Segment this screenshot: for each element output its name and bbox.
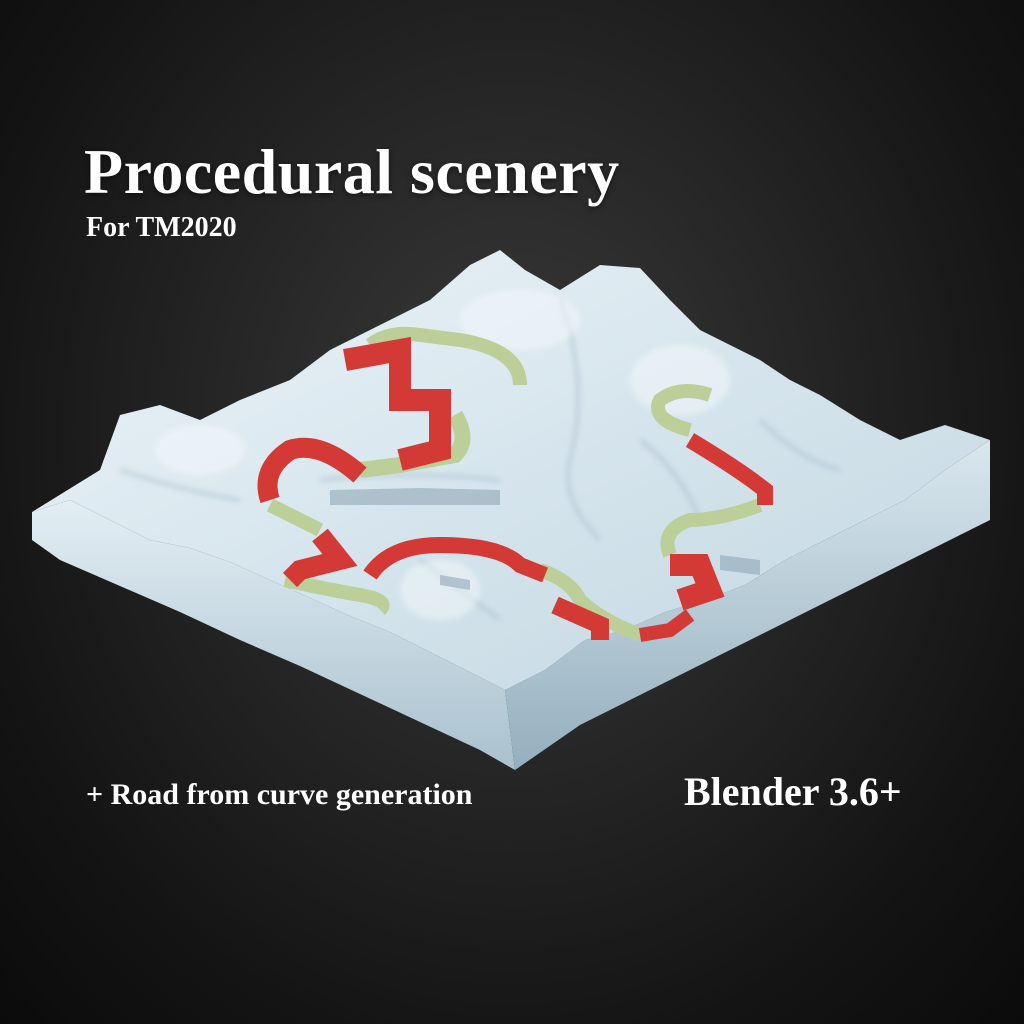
terrain-top	[32, 250, 990, 690]
feature-text: + Road from curve generation	[86, 778, 473, 811]
cliff-edges	[330, 488, 760, 590]
terrain-left-face	[32, 500, 515, 770]
subtitle: For TM2020	[86, 212, 237, 243]
terrain-right-face	[505, 440, 990, 770]
page-title: Procedural scenery	[84, 136, 620, 207]
road-track	[257, 326, 773, 642]
version-text: Blender 3.6+	[684, 769, 902, 814]
